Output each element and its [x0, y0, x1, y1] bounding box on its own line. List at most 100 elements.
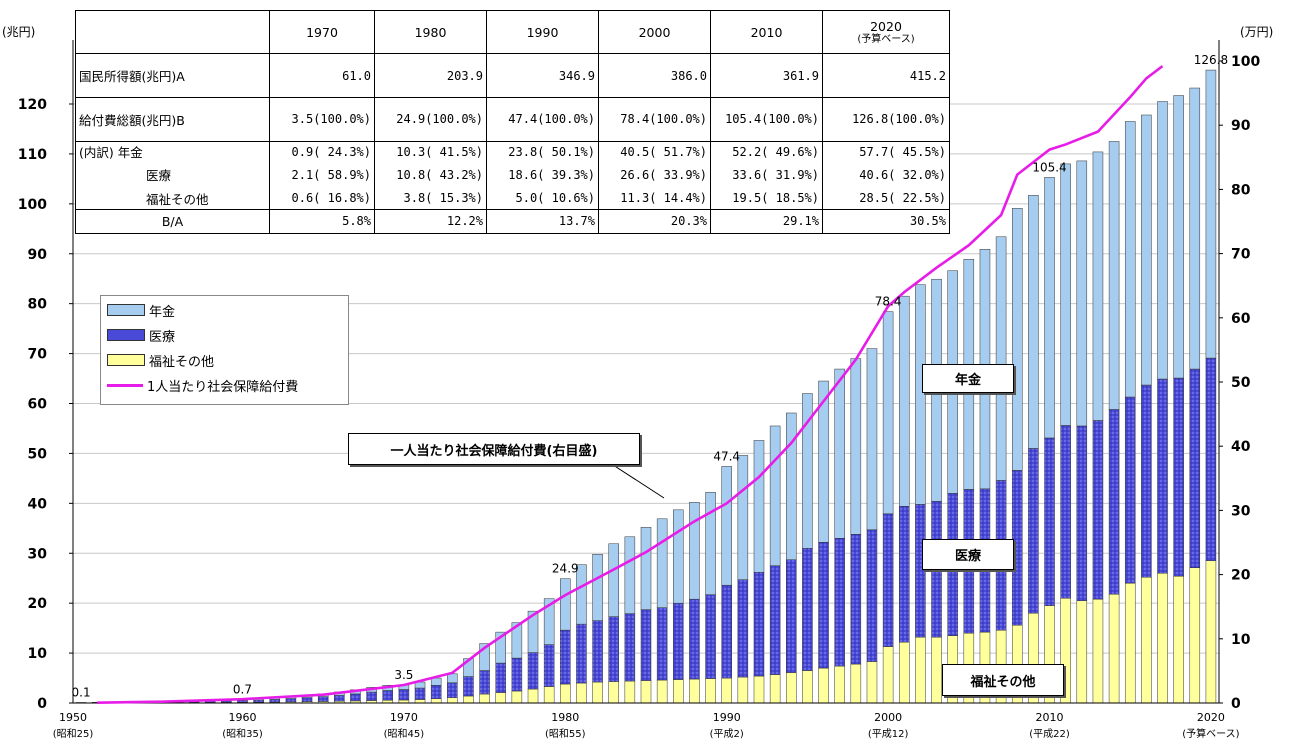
row-label: (内訳) 年金 — [75, 141, 270, 163]
table-cell: 30.5% — [822, 209, 950, 234]
bar-segment — [495, 631, 506, 664]
x-tick-sublabel: (昭和45) — [384, 728, 425, 740]
bar-segment — [1044, 437, 1055, 606]
table-cell: 33.6( 31.9%) — [710, 162, 823, 188]
bar-segment — [1076, 425, 1088, 601]
table-cell: 11.3( 14.4%) — [598, 187, 711, 210]
table-cell: 5.0( 10.6%) — [486, 187, 599, 210]
value-labels: 0.1 0.7 3.5 24.9 47.4 78.4 105.4 126.8 — [72, 53, 1229, 699]
bar-segment — [818, 667, 829, 704]
bar-segment — [576, 682, 587, 704]
bar-segment — [1173, 377, 1184, 577]
table-header-1970: 1970 — [269, 10, 375, 55]
bar-segment — [1205, 560, 1217, 704]
bar-segment — [560, 683, 571, 704]
bar-segment — [527, 610, 539, 653]
bar-segment — [1092, 151, 1104, 421]
bar-segment — [1205, 69, 1217, 359]
y-left-tick-label: 50 — [28, 446, 48, 462]
bar-segment — [721, 466, 732, 586]
table-row: (内訳) 年金 0.9( 24.3%) 10.3( 41.5%) 23.8( 5… — [75, 141, 950, 163]
bar-segment — [866, 348, 878, 531]
bar-segment — [673, 509, 684, 604]
y-left-tick-label: 40 — [28, 496, 48, 512]
bar-segment — [301, 697, 313, 702]
bar-segment — [543, 644, 555, 687]
bar-segment — [721, 677, 732, 704]
bar-segment — [366, 691, 377, 701]
value-label: 105.4 — [1032, 160, 1066, 174]
bar-segment — [1124, 121, 1136, 398]
bar-segment — [786, 559, 797, 673]
table-cell: 105.4(100.0%) — [710, 97, 823, 142]
bar-segment — [527, 652, 539, 690]
bar-segment — [463, 676, 474, 697]
table-row: 福祉その他 0.6( 16.8%) 3.8( 15.3%) 5.0( 10.6%… — [75, 187, 950, 210]
bar-segment — [285, 698, 297, 703]
x-tick-sublabel: (平成12) — [868, 728, 909, 740]
table-cell: 0.6( 16.8%) — [269, 187, 375, 210]
table-cell: 28.5( 22.5%) — [822, 187, 950, 210]
table-cell: 386.0 — [598, 53, 711, 99]
bar-segment — [560, 578, 571, 631]
bar-segment — [786, 412, 797, 560]
bar-segment — [753, 675, 765, 704]
value-label: 0.7 — [233, 683, 252, 697]
table-cell: 29.1% — [710, 209, 823, 234]
value-label: 0.1 — [72, 686, 91, 700]
bar-segment — [447, 682, 458, 699]
x-tick-sublabel: (予算ベース) — [1182, 727, 1239, 740]
value-label: 3.5 — [394, 668, 413, 682]
bar-segment — [898, 295, 910, 507]
y-left-tick-label: 60 — [28, 397, 48, 413]
bar-segment — [543, 686, 555, 704]
bar-segment — [1124, 396, 1136, 584]
y-left-tick-label: 0 — [37, 696, 47, 712]
bar-segment — [689, 502, 700, 600]
bar-segment — [898, 641, 910, 704]
x-tick-label: 1950 — [59, 711, 87, 724]
table-cell: 10.8( 43.2%) — [374, 162, 487, 188]
per-capita-line-path — [97, 65, 1164, 704]
table-header-2020-sub: (予算ベース) — [857, 33, 915, 45]
bar-segment — [624, 680, 636, 704]
bar-segment — [447, 673, 458, 684]
label-box-medical: 医療 — [922, 539, 1014, 570]
table-header-2000: 2000 — [598, 10, 711, 55]
bar-segment — [882, 646, 894, 704]
bar-segment — [1141, 576, 1152, 704]
bar-segment — [1189, 87, 1201, 370]
bar-segment — [511, 690, 523, 704]
table-header-1980: 1980 — [374, 10, 487, 55]
y-right-tick-label: 0 — [1231, 696, 1241, 712]
y-right-tick-label: 90 — [1231, 118, 1251, 134]
bar-segment — [1108, 593, 1120, 704]
legend-swatch-medical — [107, 329, 145, 341]
y-right-tick-label: 20 — [1231, 568, 1251, 584]
row-label: 福祉その他 — [75, 187, 270, 210]
bar-segment — [592, 681, 603, 704]
bar-segment — [898, 506, 910, 643]
y-right-tick-label: 60 — [1231, 311, 1251, 327]
bar-segment — [1108, 409, 1120, 595]
bar-segment — [640, 680, 652, 704]
bar-segment — [592, 553, 603, 621]
bar-segment — [915, 504, 926, 638]
y-left-tick-label: 80 — [28, 297, 48, 313]
table-cell: 19.5( 18.5%) — [710, 187, 823, 210]
y-left-tick-label: 20 — [28, 596, 48, 612]
bar-segment — [511, 657, 523, 692]
x-tick-label: 2010 — [1036, 711, 1064, 724]
bar-segment — [463, 658, 474, 677]
table-cell: 346.9 — [486, 53, 599, 99]
callout-per-capita: 一人当たり社会保障給付費(右目盛) — [348, 433, 640, 465]
bar-segment — [753, 440, 765, 573]
bar-segment — [802, 393, 813, 549]
table-cell: 52.2( 49.6%) — [710, 141, 823, 163]
bar-segment — [1108, 141, 1120, 410]
x-tick-label: 1960 — [228, 711, 256, 724]
axes: 0 10 20 30 40 50 60 70 80 90 100 110 120 0 10 20 30 40 50 6… — [18, 40, 1260, 740]
bar-segment — [1189, 567, 1201, 704]
y-right-tick-label: 100 — [1231, 54, 1260, 70]
y-right-tick-label: 50 — [1231, 375, 1251, 391]
